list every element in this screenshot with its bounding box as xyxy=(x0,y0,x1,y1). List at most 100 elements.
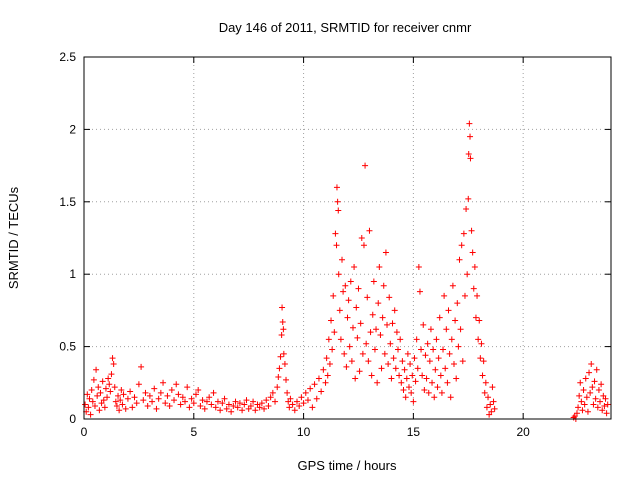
data-point xyxy=(108,371,115,378)
plot-frame xyxy=(83,56,612,420)
x-tick-labels: 0 5 10 15 20 xyxy=(81,425,531,439)
data-point xyxy=(479,372,486,379)
data-point xyxy=(113,402,120,409)
data-point xyxy=(408,389,415,396)
data-point xyxy=(197,402,204,409)
data-point xyxy=(405,384,412,391)
data-point xyxy=(582,375,589,382)
data-point xyxy=(100,397,107,404)
data-point xyxy=(590,401,597,408)
data-point xyxy=(420,321,427,328)
data-point xyxy=(164,392,171,399)
data-point xyxy=(388,375,395,382)
data-point xyxy=(247,402,254,409)
data-point xyxy=(418,346,425,353)
data-point xyxy=(267,394,274,401)
data-point xyxy=(480,358,487,365)
data-point xyxy=(482,379,489,386)
data-point xyxy=(414,365,421,372)
data-point xyxy=(373,326,380,333)
data-point xyxy=(115,392,122,399)
data-point xyxy=(465,195,472,202)
data-point xyxy=(586,369,593,376)
data-point xyxy=(334,198,341,205)
data-point xyxy=(221,395,228,402)
data-point xyxy=(452,317,459,324)
data-point xyxy=(410,398,417,405)
data-point xyxy=(579,407,586,414)
data-point xyxy=(90,376,97,383)
data-point xyxy=(234,404,241,411)
data-point xyxy=(261,405,268,412)
data-point xyxy=(101,404,108,411)
data-point xyxy=(160,379,167,386)
data-point xyxy=(208,401,215,408)
data-point xyxy=(104,394,111,401)
data-point xyxy=(364,294,371,301)
data-point xyxy=(576,392,583,399)
data-point xyxy=(363,340,370,347)
data-point xyxy=(120,391,127,398)
data-point xyxy=(490,398,497,405)
data-point xyxy=(326,360,333,367)
data-point xyxy=(438,389,445,396)
data-point xyxy=(447,394,454,401)
data-point xyxy=(250,398,257,405)
data-point xyxy=(395,346,402,353)
data-point xyxy=(298,394,305,401)
data-point xyxy=(333,184,340,191)
data-point xyxy=(135,381,142,388)
data-point xyxy=(431,394,438,401)
data-point xyxy=(384,321,391,328)
data-point xyxy=(168,387,175,394)
data-point xyxy=(300,400,307,407)
data-point xyxy=(144,402,151,409)
data-point xyxy=(110,360,117,367)
data-point xyxy=(445,307,452,314)
data-point xyxy=(587,389,594,396)
data-point xyxy=(448,336,455,343)
data-point xyxy=(106,381,113,388)
data-point xyxy=(352,375,359,382)
data-point xyxy=(337,336,344,343)
data-point xyxy=(291,407,298,414)
data-point xyxy=(358,235,365,241)
data-point xyxy=(351,263,358,270)
data-point xyxy=(332,230,339,237)
data-point xyxy=(111,384,118,391)
data-point xyxy=(232,398,239,405)
data-point xyxy=(489,384,496,391)
data-point xyxy=(84,391,91,398)
data-point xyxy=(429,379,436,386)
data-point xyxy=(599,407,606,414)
data-point xyxy=(457,326,464,333)
data-point xyxy=(441,292,448,299)
data-point xyxy=(380,282,387,289)
data-point xyxy=(277,353,284,360)
data-point xyxy=(258,400,265,407)
data-point xyxy=(465,151,472,158)
data-point xyxy=(89,398,96,405)
data-point xyxy=(454,300,461,307)
data-point xyxy=(601,402,608,409)
data-point xyxy=(342,282,349,289)
x-tick-label: 10 xyxy=(297,425,311,439)
data-point xyxy=(117,397,124,404)
data-point xyxy=(470,285,477,292)
data-point xyxy=(409,372,416,379)
data-point xyxy=(483,404,490,411)
data-point xyxy=(241,401,248,408)
data-point xyxy=(149,398,156,405)
data-point xyxy=(307,385,314,392)
data-point xyxy=(324,372,331,379)
data-point xyxy=(385,360,392,367)
data-point xyxy=(387,340,394,347)
data-point xyxy=(362,162,369,169)
data-point xyxy=(442,365,449,372)
y-axis-label: SRMTID / TECUs xyxy=(6,186,21,289)
data-point xyxy=(206,394,213,401)
data-point xyxy=(382,249,389,256)
data-point xyxy=(425,389,432,396)
data-point xyxy=(487,401,494,408)
